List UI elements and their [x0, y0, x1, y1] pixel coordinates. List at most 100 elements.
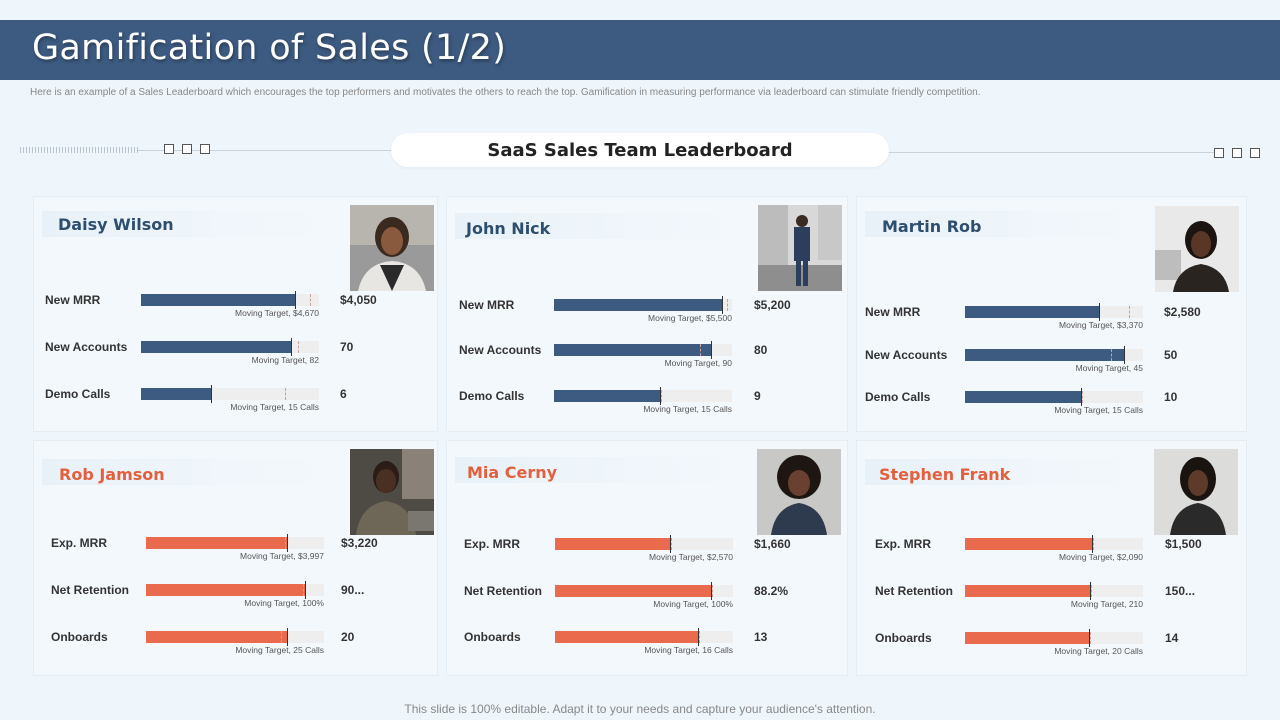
- target-marker: [1110, 349, 1112, 361]
- progress-track: [141, 291, 319, 309]
- metric-value: 13: [754, 630, 768, 644]
- metric-label: Exp. MRR: [51, 536, 108, 550]
- moving-target-label: Moving Target, 210: [1070, 599, 1143, 609]
- progress-fill: [141, 294, 296, 306]
- square-icon: [164, 144, 174, 154]
- target-marker: [1082, 391, 1084, 403]
- metric-label: Demo Calls: [459, 389, 525, 403]
- name-band: [865, 211, 1156, 237]
- progress-tick: [1088, 629, 1090, 647]
- progress-fill: [554, 299, 724, 311]
- progress-tick: [287, 534, 289, 552]
- progress-tick: [710, 582, 712, 600]
- person-name: Martin Rob: [882, 217, 982, 236]
- progress-track: [554, 387, 732, 405]
- target-marker: [699, 344, 701, 356]
- progress-track: [555, 535, 733, 553]
- progress-fill: [555, 538, 671, 550]
- name-band: [455, 457, 757, 483]
- progress-tick: [305, 581, 307, 599]
- progress-tick: [669, 535, 671, 553]
- leaderboard-title: SaaS Sales Team Leaderboard: [391, 133, 889, 167]
- moving-target-label: Moving Target, 45: [1075, 363, 1143, 373]
- avatar: [350, 205, 434, 291]
- moving-target-label: Moving Target, 100%: [244, 598, 324, 608]
- progress-tick: [1090, 582, 1092, 600]
- metric-value: $5,200: [754, 298, 791, 312]
- progress-fill: [965, 306, 1101, 318]
- progress-fill: [555, 631, 700, 643]
- metric-value: 9: [754, 389, 761, 403]
- name-band: [455, 213, 757, 239]
- progress-track: [146, 628, 324, 646]
- metric-value: 6: [340, 387, 347, 401]
- moving-target-label: Moving Target, 15 Calls: [230, 402, 319, 412]
- leaderboard-card: Rob Jamson: [33, 440, 438, 676]
- target-marker: [711, 585, 713, 597]
- progress-track: [146, 534, 324, 552]
- avatar: [758, 205, 842, 291]
- progress-track: [146, 581, 324, 599]
- metric-label: Net Retention: [875, 584, 953, 598]
- metric-value: 88.2%: [754, 584, 789, 598]
- moving-target-label: Moving Target, 100%: [653, 599, 733, 609]
- target-marker: [670, 538, 672, 550]
- target-marker: [310, 294, 312, 306]
- progress-fill: [965, 538, 1094, 550]
- progress-tick: [1092, 535, 1094, 553]
- person-name: Mia Cerny: [467, 463, 558, 482]
- metric-label: Net Retention: [464, 584, 542, 598]
- moving-target-label: Moving Target, 15 Calls: [1054, 405, 1143, 415]
- progress-fill: [554, 390, 661, 402]
- progress-tick: [287, 628, 289, 646]
- metric-label: New Accounts: [459, 343, 542, 357]
- metric-value: 20: [341, 630, 355, 644]
- progress-fill: [965, 585, 1092, 597]
- avatar: [757, 449, 841, 535]
- moving-target-label: Moving Target, $3,370: [1059, 320, 1143, 330]
- metric-label: Net Retention: [51, 583, 129, 597]
- progress-fill: [965, 632, 1090, 644]
- target-marker: [302, 584, 304, 596]
- square-icon: [1214, 148, 1224, 158]
- moving-target-label: Moving Target, $3,997: [240, 551, 324, 561]
- target-marker: [284, 537, 286, 549]
- moving-target-label: Moving Target, 15 Calls: [643, 404, 732, 414]
- title-bar: Gamification of Sales (1/2): [0, 20, 1280, 80]
- target-marker: [726, 299, 728, 311]
- progress-tick: [1081, 388, 1083, 406]
- moving-target-label: Moving Target, 25 Calls: [235, 645, 324, 655]
- name-band: [865, 459, 1156, 485]
- progress-fill: [146, 537, 289, 549]
- progress-tick: [1124, 346, 1126, 364]
- metric-value: 14: [1165, 631, 1179, 645]
- metric-label: New Accounts: [45, 340, 128, 354]
- target-marker: [1089, 632, 1091, 644]
- metric-label: New Accounts: [865, 348, 948, 362]
- metric-value: $1,660: [754, 537, 791, 551]
- avatar: [350, 449, 434, 535]
- metric-label: New MRR: [865, 305, 921, 319]
- progress-track: [555, 628, 733, 646]
- metric-label: Onboards: [51, 630, 108, 644]
- progress-track: [554, 296, 732, 314]
- name-band: [42, 211, 347, 237]
- progress-tick: [294, 291, 296, 309]
- person-name: Rob Jamson: [59, 465, 165, 484]
- progress-track: [965, 303, 1143, 321]
- square-icon: [1250, 148, 1260, 158]
- progress-tick: [1099, 303, 1101, 321]
- metric-label: Demo Calls: [865, 390, 931, 404]
- moving-target-label: Moving Target, $4,670: [235, 308, 319, 318]
- decorative-rule-right: [888, 152, 1214, 153]
- progress-tick: [711, 341, 713, 359]
- progress-tick: [211, 385, 213, 403]
- metric-value: $3,220: [341, 536, 378, 550]
- moving-target-label: Moving Target, 90: [664, 358, 732, 368]
- progress-fill: [554, 344, 713, 356]
- metric-value: $2,580: [1164, 305, 1201, 319]
- progress-tick: [291, 338, 293, 356]
- metric-label: Demo Calls: [45, 387, 111, 401]
- metric-label: New MRR: [459, 298, 515, 312]
- target-marker: [1091, 585, 1093, 597]
